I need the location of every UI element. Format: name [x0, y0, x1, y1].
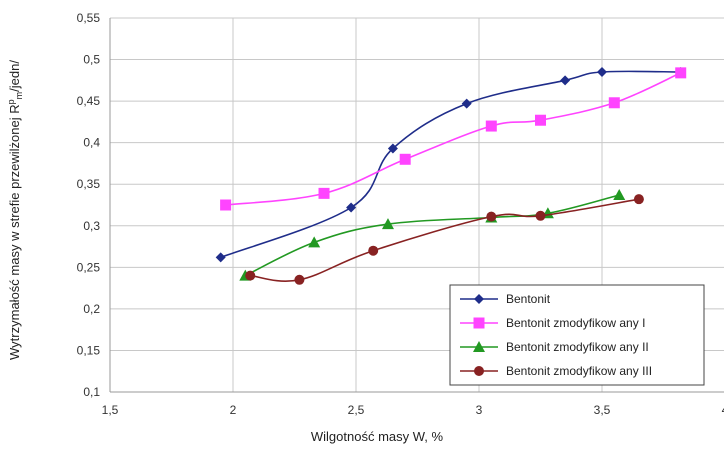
- y-tick-label: 0,25: [77, 260, 101, 274]
- data-point: [597, 67, 607, 78]
- data-point: [245, 270, 256, 281]
- x-tick-label: 2,5: [348, 403, 365, 417]
- series-line: [244, 194, 620, 277]
- data-point: [560, 75, 571, 86]
- series-layer: [215, 67, 687, 285]
- data-point: [387, 143, 398, 154]
- legend-item: Bentonit zmodyfikow any I: [460, 316, 645, 330]
- y-tick-label: 0,55: [77, 11, 101, 25]
- x-tick-label: 3,5: [594, 403, 611, 417]
- data-point: [368, 245, 379, 256]
- data-point: [294, 274, 305, 285]
- data-point: [485, 120, 497, 132]
- data-point: [318, 187, 330, 199]
- series-2: [220, 67, 687, 211]
- series-4: [245, 194, 644, 285]
- data-point: [535, 114, 546, 126]
- data-point: [535, 210, 546, 221]
- data-point: [675, 67, 687, 79]
- x-tick-label: 4: [722, 403, 724, 417]
- data-point: [608, 97, 620, 109]
- legend-marker: [473, 317, 485, 329]
- data-point: [381, 218, 394, 230]
- tick-labels: 0,1 0,15 0,2 0,25 0,3 0,35 0,4 0,45 0,5 0,55 1,5 2 2…: [77, 11, 724, 417]
- data-point: [399, 153, 411, 165]
- legend-item: Bentonit: [460, 292, 551, 306]
- legend-label: Bentonit zmodyfikow any I: [506, 316, 645, 330]
- legend-item: Bentonit zmodyfikow any III: [460, 364, 652, 378]
- x-axis-title: Wilgotność masy W, %: [311, 429, 444, 444]
- data-point: [633, 194, 644, 205]
- legend-box: [449, 284, 705, 386]
- legend-label: Bentonit zmodyfikow any III: [506, 364, 652, 378]
- data-point: [461, 98, 472, 109]
- data-point: [215, 252, 226, 263]
- legend-marker: [474, 294, 484, 304]
- data-point: [220, 199, 232, 211]
- y-tick-label: 0,5: [83, 53, 100, 67]
- y-tick-label: 0,35: [77, 177, 101, 191]
- data-point: [308, 236, 321, 248]
- legend: Bentonit Bentonit zmodyfikow any I Bentoni…: [449, 284, 705, 386]
- y-tick-label: 0,45: [77, 94, 101, 108]
- series-line: [250, 198, 640, 282]
- y-tick-label: 0,1: [83, 385, 100, 399]
- series-line: [225, 72, 682, 206]
- y-tick-label: 0,3: [83, 219, 100, 233]
- legend-label: Bentonit: [506, 292, 551, 306]
- data-point: [613, 189, 626, 201]
- legend-marker: [473, 341, 485, 352]
- series-1: [215, 67, 686, 263]
- x-tick-label: 2: [230, 403, 237, 417]
- x-tick-label: 1,5: [102, 403, 119, 417]
- y-tick-label: 0,15: [77, 343, 101, 357]
- data-point: [346, 202, 357, 213]
- legend-marker: [474, 366, 484, 376]
- y-tick-label: 0,2: [83, 302, 100, 316]
- x-tick-label: 3: [476, 403, 483, 417]
- legend-item: Bentonit zmodyfikow any II: [460, 340, 649, 354]
- y-tick-label: 0,4: [83, 136, 100, 150]
- y-axis-title: Wytrzymałość masy w strefie przewilżonej…: [6, 60, 24, 360]
- legend-label: Bentonit zmodyfikow any II: [506, 340, 649, 354]
- plot-area: [109, 18, 724, 393]
- data-point: [486, 211, 497, 222]
